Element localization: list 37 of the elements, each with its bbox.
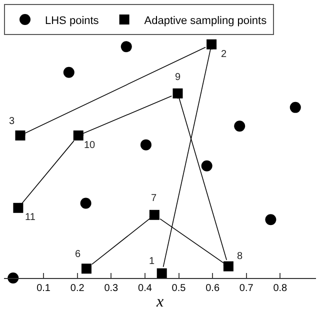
point [80,198,92,209]
annotation: 3 [9,116,15,127]
point [290,102,301,113]
x-tick-label: 0.8 [273,283,288,294]
point [149,210,160,220]
x-tick-label: 0.5 [172,283,186,294]
x-axis-title: x [155,294,164,311]
point [172,88,183,98]
x-tick-label: 0.4 [138,283,152,294]
point [156,268,167,278]
legend-label: Adaptive sampling points [144,14,268,27]
x-tick-label: 0.7 [239,283,254,294]
point [223,261,234,272]
x-tick-label: 0.3 [104,283,119,294]
annotation: 6 [75,249,81,260]
annotation: 2 [221,49,227,60]
annotation: 10 [84,140,96,151]
point [13,202,24,213]
point [120,41,132,52]
annotation: 8 [237,251,243,262]
point [234,120,246,132]
annotation: 11 [25,212,36,223]
annotation: 9 [175,72,181,83]
x-tick-label: 0.6 [206,283,220,294]
point [265,214,276,226]
point [201,160,212,172]
annotation: 1 [149,256,155,267]
x-tick-label: 0.2 [70,283,85,294]
point [81,264,92,274]
annotation: 7 [151,193,157,204]
point [140,139,152,150]
point [206,39,217,50]
point [15,130,26,140]
x-tick-label: 0.1 [36,283,51,294]
point [73,130,84,140]
legend-label: LHS points [45,14,100,27]
point [63,66,74,78]
